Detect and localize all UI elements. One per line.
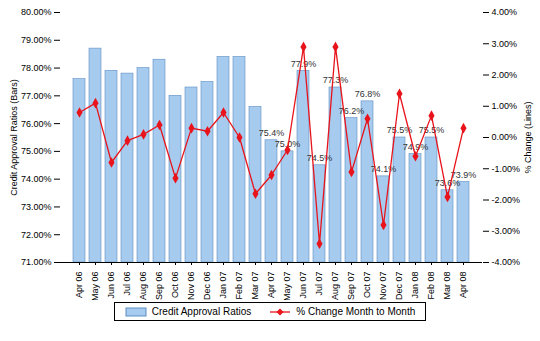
svg-text:74.00%: 74.00%: [21, 174, 52, 184]
svg-text:May 07: May 07: [282, 272, 292, 301]
svg-text:Jan 08: Jan 08: [410, 272, 420, 299]
svg-text:72.00%: 72.00%: [21, 230, 52, 240]
svg-text:77.3%: 77.3%: [323, 75, 349, 85]
svg-text:2.00%: 2.00%: [492, 70, 518, 80]
svg-text:Mar 08: Mar 08: [442, 272, 452, 300]
html-text:Credit Approval Ratios: Credit Approval Ratios: [151, 306, 252, 317]
svg-text:Apr 07: Apr 07: [266, 272, 276, 299]
svg-text:Oct 06: Oct 06: [170, 272, 180, 299]
svg-text:Credit Approval Ratios (Bars): Credit Approval Ratios (Bars): [9, 79, 19, 196]
svg-text:-2.00%: -2.00%: [492, 195, 521, 205]
svg-text:Jul 07: Jul 07: [314, 272, 324, 296]
svg-text:Oct 07: Oct 07: [362, 272, 372, 299]
svg-text:76.2%: 76.2%: [339, 106, 365, 116]
svg-text:-1.00%: -1.00%: [492, 164, 521, 174]
svg-text:80.00%: 80.00%: [21, 7, 52, 17]
svg-text:3.00%: 3.00%: [492, 39, 518, 49]
svg-text:75.5%: 75.5%: [419, 125, 445, 135]
svg-text:77.9%: 77.9%: [291, 59, 317, 69]
svg-text:76.00%: 76.00%: [21, 118, 52, 128]
svg-text:Mar 07: Mar 07: [250, 272, 260, 300]
svg-text:-4.00%: -4.00%: [492, 257, 521, 267]
svg-text:1.00%: 1.00%: [492, 101, 518, 111]
svg-text:75.4%: 75.4%: [259, 128, 285, 138]
svg-text:Jun 07: Jun 07: [298, 272, 308, 299]
svg-text:Feb 07: Feb 07: [234, 272, 244, 300]
svg-text:78.00%: 78.00%: [21, 63, 52, 73]
svg-text:Jul 06: Jul 06: [122, 272, 132, 296]
svg-text:73.6%: 73.6%: [434, 178, 461, 189]
svg-text:0.00%: 0.00%: [492, 132, 518, 142]
svg-text:Nov 07: Nov 07: [378, 272, 388, 301]
svg-text:Aug 06: Aug 06: [138, 272, 148, 301]
svg-text:4.00%: 4.00%: [492, 7, 518, 17]
svg-text:79.00%: 79.00%: [21, 35, 52, 45]
svg-text:Jun 06: Jun 06: [106, 272, 116, 299]
svg-text:Aug 07: Aug 07: [330, 272, 340, 301]
svg-text:May 06: May 06: [90, 272, 100, 301]
svg-text:Nov 06: Nov 06: [186, 272, 196, 301]
svg-text:73.00%: 73.00%: [21, 202, 52, 212]
svg-text:75.5%: 75.5%: [386, 125, 413, 136]
svg-text:Apr 06: Apr 06: [74, 272, 84, 299]
svg-text:Sep 07: Sep 07: [346, 272, 356, 301]
svg-text:71.00%: 71.00%: [21, 257, 52, 267]
svg-text:Jan 07: Jan 07: [218, 272, 228, 299]
svg-text:Sep 06: Sep 06: [154, 272, 164, 301]
svg-text:Dec 06: Dec 06: [202, 272, 212, 301]
svg-text:77.00%: 77.00%: [21, 91, 52, 101]
svg-text:74.9%: 74.9%: [403, 142, 429, 152]
svg-text:74.5%: 74.5%: [307, 153, 333, 163]
svg-text:Feb 08: Feb 08: [426, 272, 436, 300]
svg-text:76.8%: 76.8%: [355, 89, 381, 99]
html-text:% Change Month to Month: % Change Month to Month: [296, 306, 416, 317]
svg-text:75.00%: 75.00%: [21, 146, 52, 156]
svg-text:74.1%: 74.1%: [370, 164, 397, 175]
svg-text:Apr 08: Apr 08: [458, 272, 468, 299]
svg-text:-3.00%: -3.00%: [492, 226, 521, 236]
svg-text:% Change (Lines): % Change (Lines): [523, 101, 533, 173]
svg-text:Dec 07: Dec 07: [394, 272, 404, 301]
svg-text:73.9%: 73.9%: [451, 170, 477, 180]
svg-text:75.0%: 75.0%: [274, 139, 301, 150]
